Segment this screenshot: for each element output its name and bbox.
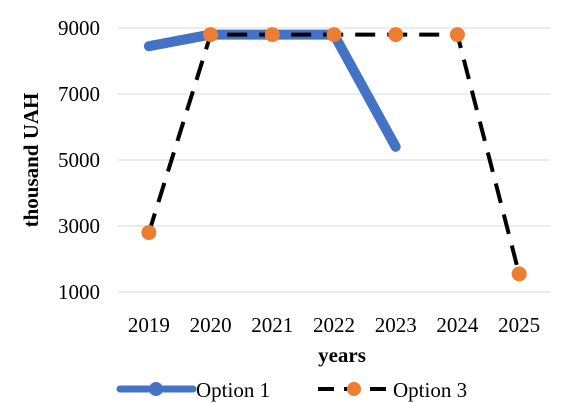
data-point-option-3 xyxy=(511,266,527,282)
series-markers xyxy=(141,27,527,282)
y-tick-label: 9000 xyxy=(58,16,100,40)
x-tick-label: 2025 xyxy=(498,313,540,337)
data-point-option-3 xyxy=(141,225,157,241)
legend-marker-option-3 xyxy=(347,382,361,396)
x-tick-label: 2019 xyxy=(128,313,170,337)
y-tick-label: 1000 xyxy=(58,280,100,304)
legend: Option 1 Option 3 xyxy=(116,378,467,402)
x-tick-label: 2021 xyxy=(251,313,293,337)
x-tick-label: 2020 xyxy=(190,313,232,337)
data-point-option-3 xyxy=(449,27,465,43)
x-tick-label: 2024 xyxy=(436,313,479,337)
y-tick-label: 7000 xyxy=(58,82,100,106)
y-tick-label: 3000 xyxy=(58,214,100,238)
legend-label-option-3: Option 3 xyxy=(393,378,467,402)
y-tick-labels: 1000 3000 5000 7000 9000 xyxy=(58,16,100,304)
series-line-option-3 xyxy=(146,32,522,275)
legend-marker-option-1 xyxy=(149,382,163,396)
data-point-option-3 xyxy=(203,27,219,43)
x-tick-labels: 2019 2020 2021 2022 2023 2024 2025 xyxy=(128,313,540,337)
x-tick-label: 2022 xyxy=(313,313,355,337)
series-line-option-1 xyxy=(143,29,401,152)
y-tick-label: 5000 xyxy=(58,148,100,172)
x-axis-title: years xyxy=(318,343,366,367)
legend-label-option-1: Option 1 xyxy=(196,378,270,402)
y-axis-title: thousand UAH xyxy=(19,93,43,228)
x-tick-label: 2023 xyxy=(375,313,417,337)
data-point-option-3 xyxy=(388,27,404,43)
data-point-option-3 xyxy=(326,27,342,43)
legend-entry-option-1: Option 1 xyxy=(116,378,270,402)
legend-entry-option-3: Option 3 xyxy=(318,378,467,402)
gridlines xyxy=(118,27,550,293)
data-point-option-3 xyxy=(264,27,280,43)
series-lines xyxy=(143,29,522,275)
